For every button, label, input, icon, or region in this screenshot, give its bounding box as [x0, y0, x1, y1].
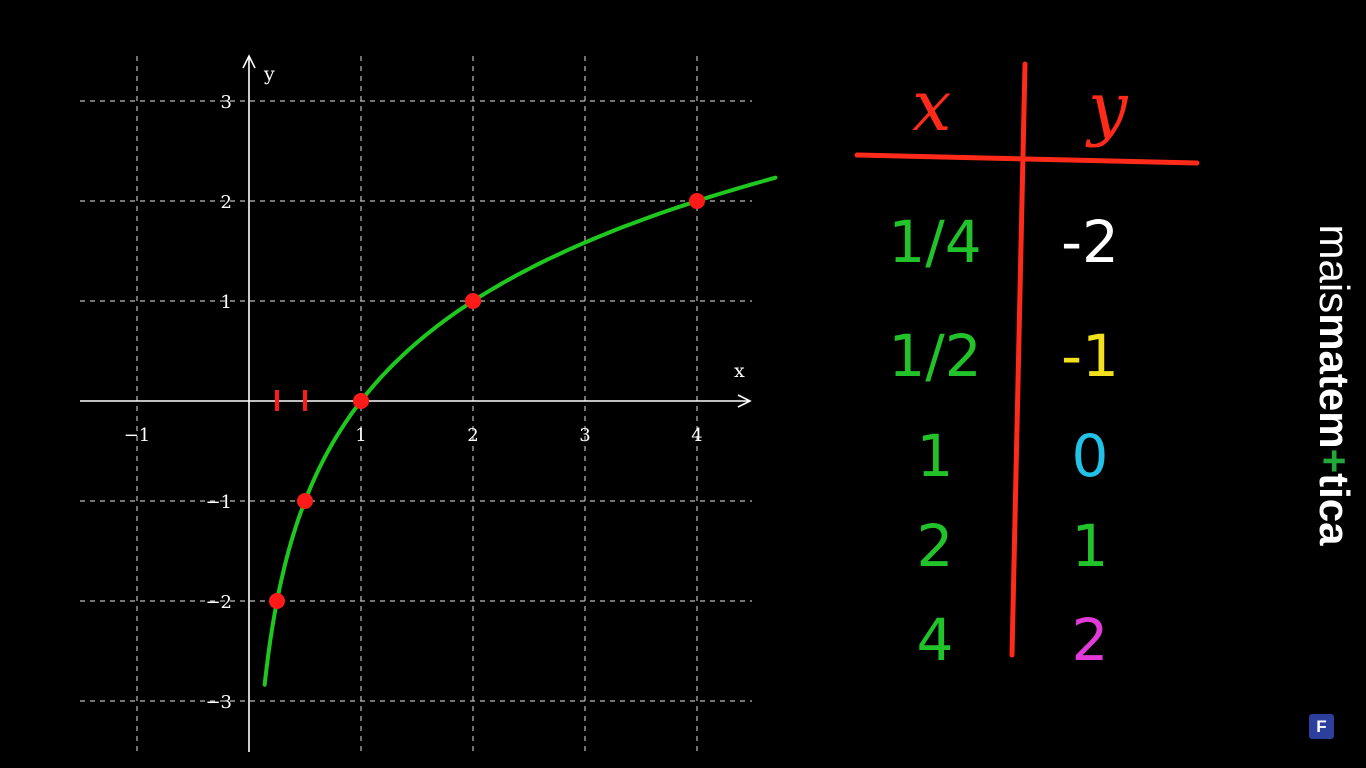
x-axis-arrow — [737, 394, 752, 408]
table-header-y: y — [1085, 67, 1129, 149]
table-rows: 1/4 -2 1/2 -1 1 0 2 1 4 2 — [888, 208, 1119, 674]
data-point — [269, 593, 285, 609]
brand-plus-icon: + — [1311, 448, 1358, 474]
data-point — [465, 293, 481, 309]
y-tick-label: 3 — [221, 92, 232, 113]
data-point — [689, 193, 705, 209]
y-tick-label: 2 — [221, 192, 232, 213]
axes: x y — [80, 54, 752, 752]
y-tick-label: 1 — [221, 292, 232, 313]
table-x-value: 2 — [917, 512, 954, 580]
y-axis-label: y — [263, 63, 275, 85]
x-tick-label: −1 — [124, 425, 151, 446]
data-points — [269, 193, 705, 609]
table-y-value: 1 — [1072, 512, 1109, 580]
x-tick-label: 4 — [691, 425, 702, 446]
brand-bold-end: tica — [1311, 473, 1358, 546]
table-header-x: x — [912, 65, 951, 147]
channel-badge-icon: F — [1309, 714, 1334, 739]
x-tick-label: 3 — [579, 425, 590, 446]
table-x-value: 4 — [917, 606, 954, 674]
x-tick-label: 1 — [355, 425, 366, 446]
brand-wordmark: maismatem+tica — [1311, 224, 1358, 546]
table-x-value: 1/2 — [888, 322, 981, 390]
y-tick-label: −2 — [205, 592, 232, 613]
table-y-value: -2 — [1061, 208, 1119, 276]
x-axis-label: x — [734, 360, 745, 382]
x-tick-labels: −1 1 2 3 4 — [124, 425, 703, 446]
brand-bold-start: matem — [1311, 313, 1358, 449]
y-tick-label: −3 — [205, 692, 232, 713]
table-x-value: 1 — [917, 422, 954, 490]
grid-lines — [80, 56, 752, 752]
data-point — [353, 393, 369, 409]
brand-light: mais — [1311, 224, 1358, 314]
brand-logo: maismatem+tica — [1304, 190, 1364, 580]
table-x-value: 1/4 — [888, 208, 981, 276]
value-table: x y 1/4 -2 1/2 -1 1 0 2 1 4 2 — [854, 61, 1200, 674]
table-y-value: 0 — [1072, 422, 1109, 490]
table-vertical-line — [1009, 61, 1028, 658]
x-axis-red-marks — [275, 390, 307, 411]
table-horizontal-line — [854, 152, 1200, 166]
table-y-value: 2 — [1072, 606, 1109, 674]
data-point — [297, 493, 313, 509]
table-y-value: -1 — [1061, 322, 1119, 390]
y-tick-labels: 3 2 1 −1 −2 −3 — [205, 92, 232, 713]
x-tick-label: 2 — [467, 425, 478, 446]
y-axis-arrow — [242, 54, 256, 69]
y-tick-label: −1 — [205, 492, 232, 513]
